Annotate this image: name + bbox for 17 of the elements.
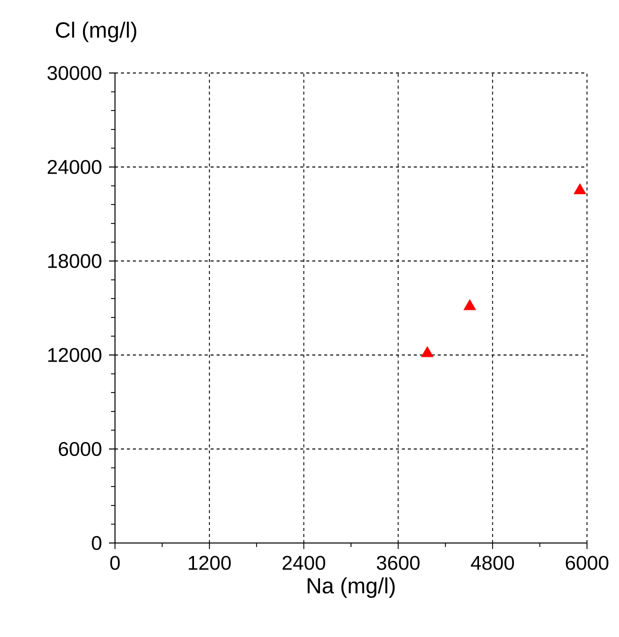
- point: [574, 183, 586, 194]
- y-axis-title: Cl (mg/l): [56, 22, 136, 42]
- y-tick-label: 12000: [48, 348, 102, 362]
- x-tick-label: 6000: [566, 556, 608, 570]
- y-tick-label: 0: [92, 536, 102, 550]
- x-tick-label: 1200: [188, 556, 231, 570]
- y-tick-label: 18000: [48, 254, 102, 268]
- x-tick-label: 4800: [470, 556, 514, 570]
- y-tick-label: 6000: [58, 442, 102, 456]
- point: [421, 346, 434, 358]
- x-tick-label: 2400: [282, 556, 326, 570]
- x-tick-label: 3600: [376, 556, 420, 570]
- y-tick-label: 24000: [48, 160, 102, 174]
- point: [464, 299, 476, 310]
- y-tick-label: 30000: [48, 66, 102, 80]
- x-axis-title: Na (mg/l): [308, 577, 395, 598]
- x-tick-label: 0: [110, 556, 120, 570]
